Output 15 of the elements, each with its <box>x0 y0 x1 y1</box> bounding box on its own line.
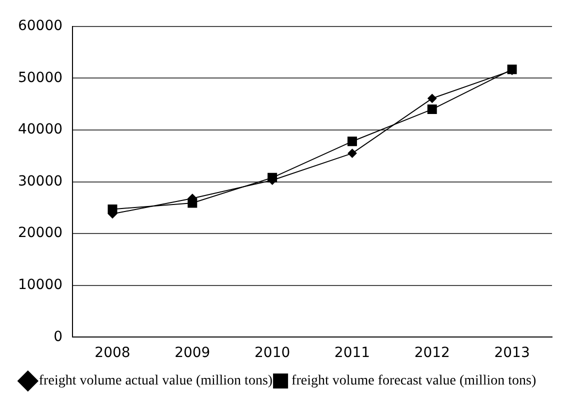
y-tick-label: 60000 <box>18 18 63 34</box>
y-tick-label: 10000 <box>18 277 63 294</box>
x-tick-label: 2011 <box>334 345 370 362</box>
legend-label: freight volume forecast value (million tons) <box>292 374 536 389</box>
x-tick-label: 2008 <box>94 345 130 362</box>
y-tick-label: 50000 <box>18 70 63 86</box>
legend-label: freight volume actual value (million tons) <box>38 374 273 389</box>
x-tick-label: 2010 <box>254 345 290 362</box>
x-tick-label: 2012 <box>414 345 450 362</box>
x-tick-label: 2009 <box>174 345 210 362</box>
y-tick-label: 40000 <box>18 122 63 138</box>
y-tick-label: 0 <box>54 328 63 345</box>
y-tick-label: 20000 <box>18 225 63 242</box>
y-tick-label: 30000 <box>18 173 63 190</box>
x-tick-label: 2013 <box>494 345 530 362</box>
